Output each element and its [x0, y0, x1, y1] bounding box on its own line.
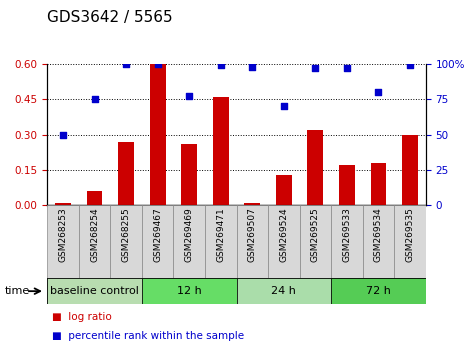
Bar [370, 163, 386, 205]
Bar [402, 135, 418, 205]
Point [185, 93, 193, 99]
Point [280, 103, 288, 109]
Text: GDS3642 / 5565: GDS3642 / 5565 [47, 10, 173, 25]
Text: GSM268254: GSM268254 [90, 207, 99, 262]
Bar [142, 205, 174, 278]
Bar [47, 205, 79, 278]
Bar [150, 64, 166, 205]
Bar [87, 191, 103, 205]
Text: GSM269471: GSM269471 [216, 207, 225, 262]
Bar [213, 97, 228, 205]
Bar [118, 142, 134, 205]
Bar [236, 278, 331, 304]
Bar [363, 205, 394, 278]
Bar [394, 205, 426, 278]
Point [406, 62, 414, 68]
Point [248, 64, 256, 69]
Bar [55, 203, 71, 205]
Point [375, 89, 382, 95]
Bar [331, 278, 426, 304]
Point [154, 61, 161, 67]
Point [343, 65, 350, 71]
Text: GSM269469: GSM269469 [184, 207, 194, 262]
Bar [299, 205, 331, 278]
Bar [236, 205, 268, 278]
Point [91, 96, 98, 102]
Bar [142, 278, 236, 304]
Text: GSM268253: GSM268253 [59, 207, 68, 262]
Bar [181, 144, 197, 205]
Text: baseline control: baseline control [50, 286, 139, 296]
Bar [205, 205, 236, 278]
Text: ■  log ratio: ■ log ratio [52, 312, 112, 321]
Text: ■  percentile rank within the sample: ■ percentile rank within the sample [52, 331, 244, 341]
Text: 24 h: 24 h [272, 286, 296, 296]
Bar [174, 205, 205, 278]
Bar [268, 205, 299, 278]
Text: GSM269507: GSM269507 [248, 207, 257, 262]
Text: GSM269467: GSM269467 [153, 207, 162, 262]
Point [217, 62, 225, 68]
Text: GSM269525: GSM269525 [311, 207, 320, 262]
Text: GSM269533: GSM269533 [342, 207, 351, 262]
Point [123, 61, 130, 67]
Bar [307, 130, 323, 205]
Bar [79, 205, 110, 278]
Bar [110, 205, 142, 278]
Text: 72 h: 72 h [366, 286, 391, 296]
Bar [47, 278, 142, 304]
Text: GSM269535: GSM269535 [405, 207, 414, 262]
Text: time: time [5, 286, 30, 296]
Point [59, 132, 67, 137]
Point [312, 65, 319, 71]
Bar [339, 165, 355, 205]
Bar [331, 205, 363, 278]
Text: GSM268255: GSM268255 [122, 207, 131, 262]
Text: GSM269534: GSM269534 [374, 207, 383, 262]
Text: 12 h: 12 h [177, 286, 201, 296]
Text: GSM269524: GSM269524 [279, 207, 289, 262]
Bar [276, 175, 292, 205]
Bar [245, 203, 260, 205]
